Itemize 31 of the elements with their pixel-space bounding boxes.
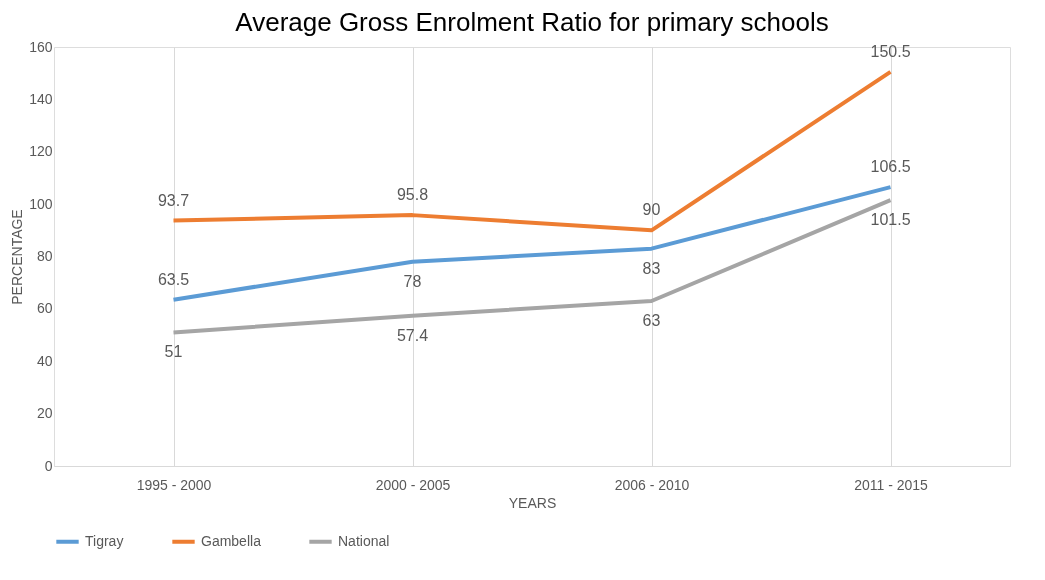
chart-title: Average Gross Enrolment Ratio for primary schools	[235, 7, 829, 37]
y-tick-label: 120	[29, 143, 53, 160]
data-label: 63	[642, 312, 661, 330]
legend-label: National	[338, 532, 390, 549]
data-label: 83	[642, 259, 661, 277]
data-label: 51	[164, 343, 183, 361]
data-label: 90	[642, 201, 661, 219]
y-axis-title: PERCENTAGE	[9, 209, 26, 305]
y-tick-label: 20	[36, 405, 53, 422]
x-tick-label: 2000 - 2005	[375, 476, 451, 493]
y-tick-label: 80	[36, 248, 53, 264]
y-tick-label: 0	[44, 457, 53, 474]
x-tick-label: 2006 - 2010	[614, 476, 690, 493]
y-tick-label: 160	[29, 38, 53, 55]
x-tick-label: 2011 - 2015	[854, 476, 929, 493]
data-label: 78	[403, 272, 422, 290]
y-tick-label: 140	[29, 90, 53, 107]
y-tick-label: 100	[29, 195, 53, 212]
data-label: 95.8	[396, 186, 429, 204]
legend-label: Gambella	[201, 532, 262, 549]
data-label: 150.5	[870, 42, 911, 60]
x-axis-title: YEARS	[508, 494, 557, 511]
legend-label: Tigray	[85, 532, 124, 549]
y-tick-label: 40	[36, 352, 53, 369]
data-label: 63.5	[157, 270, 190, 288]
data-label: 101.5	[870, 211, 911, 229]
y-tick-label: 60	[36, 300, 53, 317]
data-label: 106.5	[870, 158, 911, 176]
x-tick-label: 1995 - 2000	[136, 476, 212, 493]
data-label: 57.4	[396, 326, 429, 344]
data-label: 93.7	[157, 191, 190, 209]
